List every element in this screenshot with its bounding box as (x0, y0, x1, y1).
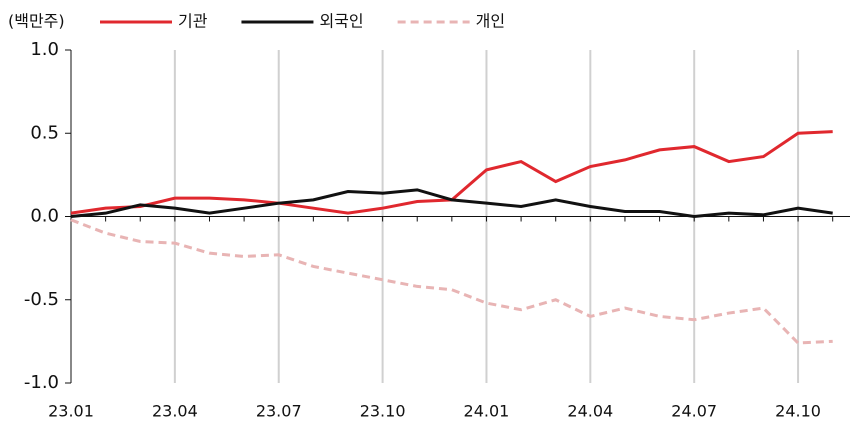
y-tick-label: 0.5 (30, 122, 59, 143)
x-tick-label: 23.10 (360, 402, 406, 421)
x-tick-label: 24.01 (464, 402, 510, 421)
legend-label: 기관 (178, 12, 208, 31)
y-tick-label: -0.5 (24, 289, 59, 310)
y-tick-label: -1.0 (24, 372, 59, 393)
series-line (70, 188, 833, 219)
y-tick-label: 0.0 (30, 206, 59, 227)
x-tick-label: 23.07 (256, 402, 302, 421)
legend-label: 개인 (476, 12, 505, 31)
x-tick-label: 24.07 (671, 402, 717, 421)
x-tick-label: 23.04 (152, 402, 198, 421)
x-tick-label: 24.10 (775, 402, 821, 421)
x-tick-label: 23.01 (48, 402, 94, 421)
series-line (70, 218, 833, 345)
y-axis-label: (백만주) (8, 12, 65, 31)
legend-label: 외국인 (319, 12, 363, 31)
y-tick-label: 1.0 (30, 39, 59, 60)
x-tick-label: 24.04 (567, 402, 613, 421)
